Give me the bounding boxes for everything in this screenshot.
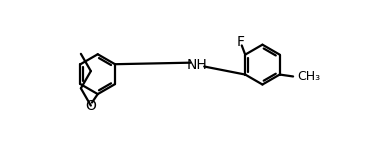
Text: CH₃: CH₃	[297, 70, 320, 83]
Text: F: F	[236, 35, 245, 49]
Text: NH: NH	[187, 58, 208, 72]
Text: O: O	[86, 99, 96, 113]
